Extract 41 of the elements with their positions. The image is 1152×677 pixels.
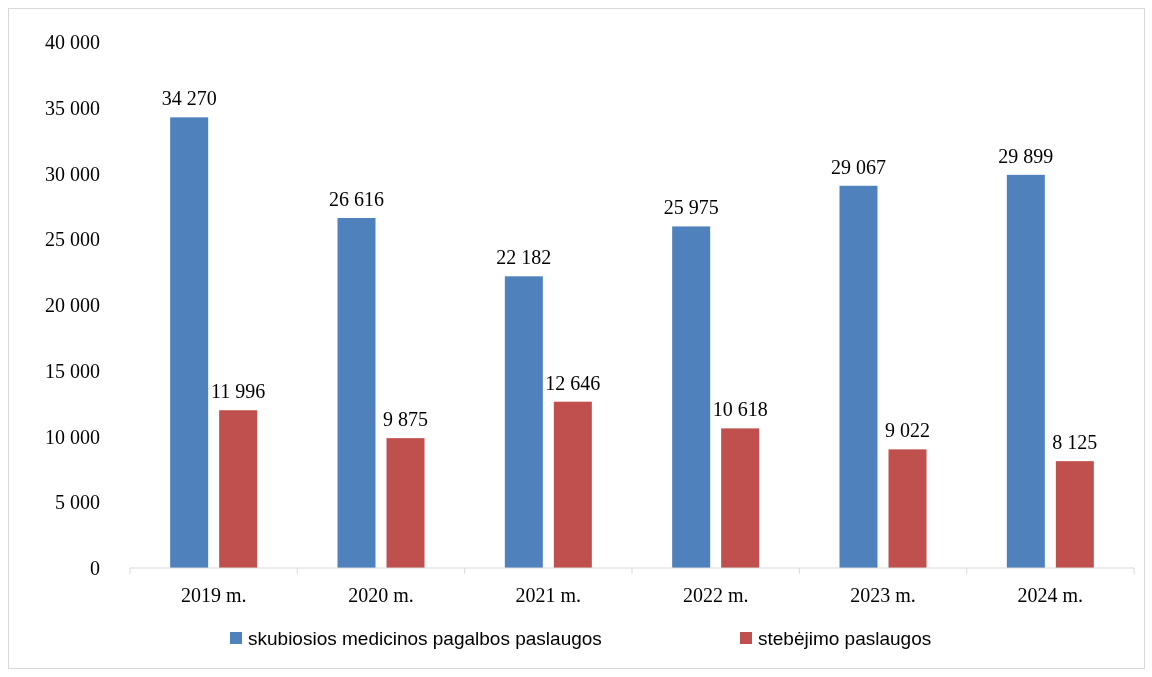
data-label: 26 616 (329, 188, 384, 210)
bar (219, 410, 258, 568)
data-label: 9 875 (383, 408, 428, 431)
legend-label: skubiosios medicinos pagalbos paslaugos (248, 627, 602, 649)
data-label: 25 975 (663, 196, 719, 219)
x-tick-label: 2023 m. (850, 584, 916, 606)
x-tick-label: 2024 m. (1017, 584, 1084, 606)
x-tick-label: 2019 m. (180, 584, 247, 606)
x-tick-label: 2022 m. (682, 584, 749, 606)
data-label: 9 022 (885, 419, 930, 442)
y-tick-label: 10 000 (45, 425, 100, 448)
y-tick-label: 0 (90, 557, 100, 579)
y-tick-label: 40 000 (45, 31, 100, 53)
bar (1006, 174, 1045, 568)
data-label: 34 270 (161, 87, 217, 110)
x-tick-label: 2020 m. (348, 584, 414, 606)
data-label: 8 125 (1052, 431, 1098, 454)
bar (1055, 461, 1094, 568)
data-label: 22 182 (496, 246, 552, 269)
bar (504, 276, 543, 568)
legend-label: stebėjimo paslaugos (758, 627, 932, 649)
data-label: 11 996 (211, 380, 266, 403)
bar (337, 218, 376, 568)
bar (170, 117, 209, 568)
bar (553, 401, 592, 568)
bar (839, 185, 878, 568)
y-tick-label: 25 000 (45, 228, 100, 251)
y-tick-label: 15 000 (45, 359, 100, 382)
data-label: 12 646 (545, 371, 601, 394)
data-label: 29 899 (998, 144, 1054, 167)
y-tick-label: 30 000 (45, 162, 100, 185)
data-label: 29 067 (831, 155, 886, 178)
x-tick-label: 2021 m. (515, 584, 582, 606)
y-tick-label: 20 000 (45, 294, 100, 316)
bar (888, 449, 927, 568)
bar (386, 438, 425, 568)
y-tick-label: 5 000 (55, 491, 100, 514)
data-label: 10 618 (712, 398, 768, 421)
bar (672, 226, 711, 568)
y-tick-label: 35 000 (45, 96, 100, 119)
bar (721, 428, 760, 568)
